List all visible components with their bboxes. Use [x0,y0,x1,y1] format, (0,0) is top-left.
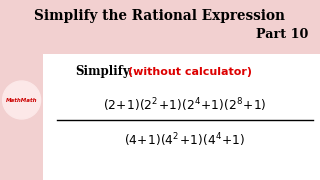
Text: MathMath: MathMath [6,98,37,102]
Text: Part 10: Part 10 [256,28,308,42]
Text: (without calculator): (without calculator) [128,67,252,77]
Bar [0,0,43,180]
Bar [0,0,320,54]
Text: $(2\!+\!1)(2^2\!+\!1)(2^4\!+\!1)(2^8\!+\!1)$: $(2\!+\!1)(2^2\!+\!1)(2^4\!+\!1)(2^8\!+\… [103,96,267,114]
Text: $(4\!+\!1)(4^2\!+\!1)(4^4\!+\!1)$: $(4\!+\!1)(4^2\!+\!1)(4^4\!+\!1)$ [124,131,246,149]
Text: Simplify.: Simplify. [75,66,132,78]
Text: Simplify the Rational Expression: Simplify the Rational Expression [35,9,285,23]
Circle shape [3,81,41,119]
